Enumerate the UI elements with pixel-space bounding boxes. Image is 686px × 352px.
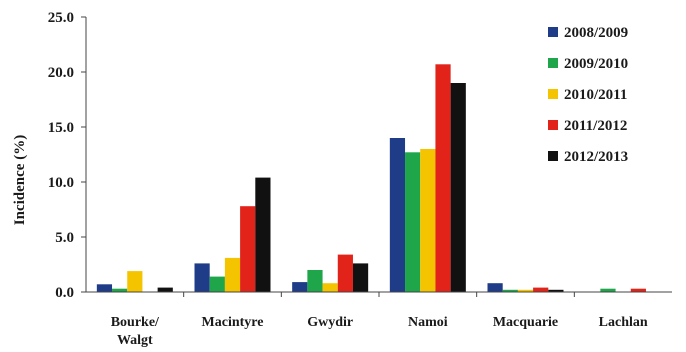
y-axis-title: Incidence (%)	[12, 135, 28, 225]
bar	[224, 257, 241, 292]
bar	[255, 177, 271, 292]
x-tick-label: Macquarie	[493, 315, 558, 330]
bar	[194, 263, 210, 292]
bar	[600, 288, 616, 292]
legend-swatch	[548, 89, 558, 99]
y-tick-label: 10.0	[48, 175, 74, 191]
bar	[389, 138, 406, 292]
x-tick-label: Lachlan	[599, 315, 648, 330]
legend-label: 2008/2009	[564, 25, 628, 41]
y-tick-label: 25.0	[48, 10, 74, 26]
legend: 2008/2009 2009/2010 2010/2011 2011/2012 2012…	[548, 25, 628, 165]
bar	[96, 284, 113, 292]
bar	[630, 288, 646, 292]
bar	[157, 287, 173, 292]
y-tick-label: 0.0	[55, 285, 74, 301]
x-tick-label-line: Macquarie	[493, 315, 558, 330]
legend-label: 2009/2010	[564, 56, 628, 72]
bar	[548, 289, 564, 292]
y-axis: 0.0 5.0 10.0 15.0 20.0 25.0	[48, 10, 87, 301]
bar	[450, 83, 466, 292]
bar	[209, 276, 225, 292]
bar	[533, 287, 549, 292]
x-tick-label: Bourke/Walgt	[111, 315, 160, 347]
legend-swatch	[548, 120, 558, 130]
bars	[96, 64, 646, 292]
x-tick-label-line: Macintyre	[202, 315, 264, 330]
legend-label: 2010/2011	[564, 87, 627, 103]
bar	[292, 282, 308, 292]
legend-label: 2012/2013	[564, 149, 628, 165]
bar	[240, 206, 256, 292]
bar	[307, 270, 323, 292]
bar	[337, 254, 353, 292]
bar	[352, 263, 369, 292]
bar	[112, 288, 128, 292]
x-tick-label: Gwydir	[307, 315, 353, 330]
y-tick-label: 20.0	[48, 65, 74, 81]
x-axis: Bourke/Walgt Macintyre Gwydir Namoi Macquari…	[86, 291, 672, 348]
x-tick-label: Namoi	[408, 315, 448, 330]
bar	[487, 283, 503, 292]
x-tick-label: Macintyre	[202, 315, 264, 330]
bar	[502, 289, 518, 292]
legend-swatch	[548, 27, 558, 37]
y-tick-label: 5.0	[55, 230, 74, 246]
x-tick-label-line: Lachlan	[599, 315, 648, 330]
bar	[127, 271, 143, 292]
legend-swatch	[548, 58, 558, 68]
bar	[517, 289, 534, 292]
legend-label: 2011/2012	[564, 118, 627, 134]
x-tick-label-line: Walgt	[117, 333, 153, 347]
y-tick-label: 15.0	[48, 120, 74, 136]
x-tick-label-line: Namoi	[408, 315, 448, 330]
x-tick-label-line: Bourke/	[111, 315, 160, 330]
bar	[435, 64, 451, 292]
legend-swatch	[548, 151, 558, 161]
x-tick-label-line: Gwydir	[307, 315, 353, 330]
bar	[420, 149, 436, 292]
bar	[405, 152, 421, 292]
bar	[322, 283, 338, 292]
